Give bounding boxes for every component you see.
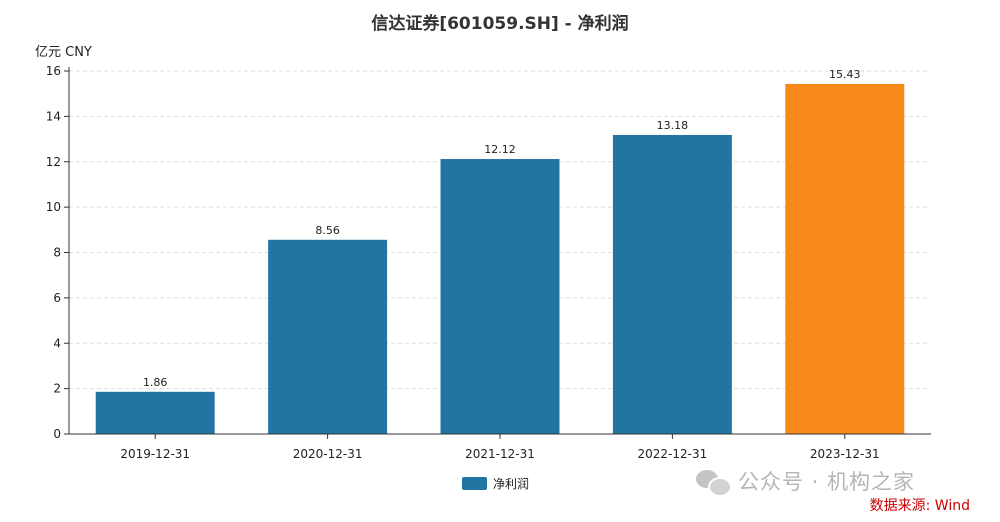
bar[interactable] bbox=[440, 159, 560, 434]
x-axis-ticks: 2019-12-31 2020-12-31 2021-12-31 2022-12-31… bbox=[120, 434, 880, 461]
legend[interactable]: 净利润 bbox=[462, 477, 529, 491]
y-tick-label: 2 bbox=[53, 382, 61, 396]
bar-series: 1.86 8.56 12.12 13.18 15.43 bbox=[95, 68, 905, 434]
bar[interactable] bbox=[95, 391, 215, 434]
x-tick-label: 2021-12-31 bbox=[465, 447, 535, 461]
bar[interactable] bbox=[268, 239, 388, 434]
legend-label[interactable]: 净利润 bbox=[493, 477, 529, 491]
bar-value-label: 15.43 bbox=[829, 68, 861, 81]
x-tick-label: 2023-12-31 bbox=[810, 447, 880, 461]
y-tick-label: 4 bbox=[53, 336, 61, 350]
x-tick-label: 2019-12-31 bbox=[120, 447, 190, 461]
grid-lines bbox=[69, 70, 931, 390]
bar[interactable] bbox=[612, 134, 732, 434]
watermark-text: 公众号 · 机构之家 bbox=[738, 470, 916, 494]
watermark: 公众号 · 机构之家 bbox=[696, 466, 916, 497]
wechat-icon bbox=[696, 468, 732, 497]
bar[interactable] bbox=[785, 83, 905, 434]
chart-title: 信达证券[601059.SH] - 净利润 bbox=[371, 13, 628, 34]
y-tick-label: 16 bbox=[46, 64, 61, 78]
data-source: 数据来源: Wind bbox=[869, 498, 970, 514]
y-tick-label: 12 bbox=[46, 155, 61, 169]
x-tick-label: 2022-12-31 bbox=[638, 447, 708, 461]
y-tick-label: 14 bbox=[46, 109, 61, 123]
legend-swatch[interactable] bbox=[462, 477, 487, 490]
y-axis-unit: 亿元 CNY bbox=[35, 45, 92, 60]
y-axis-ticks: 0 2 4 6 8 10 12 14 16 bbox=[46, 64, 69, 441]
y-tick-label: 6 bbox=[53, 291, 61, 305]
y-tick-label: 0 bbox=[53, 427, 61, 441]
bar-value-label: 13.18 bbox=[657, 119, 689, 132]
bar-value-label: 12.12 bbox=[484, 143, 516, 156]
bar-value-label: 1.86 bbox=[143, 376, 168, 389]
y-tick-label: 10 bbox=[46, 200, 61, 214]
x-tick-label: 2020-12-31 bbox=[293, 447, 363, 461]
bar-value-label: 8.56 bbox=[315, 224, 340, 237]
y-tick-label: 8 bbox=[53, 246, 61, 260]
